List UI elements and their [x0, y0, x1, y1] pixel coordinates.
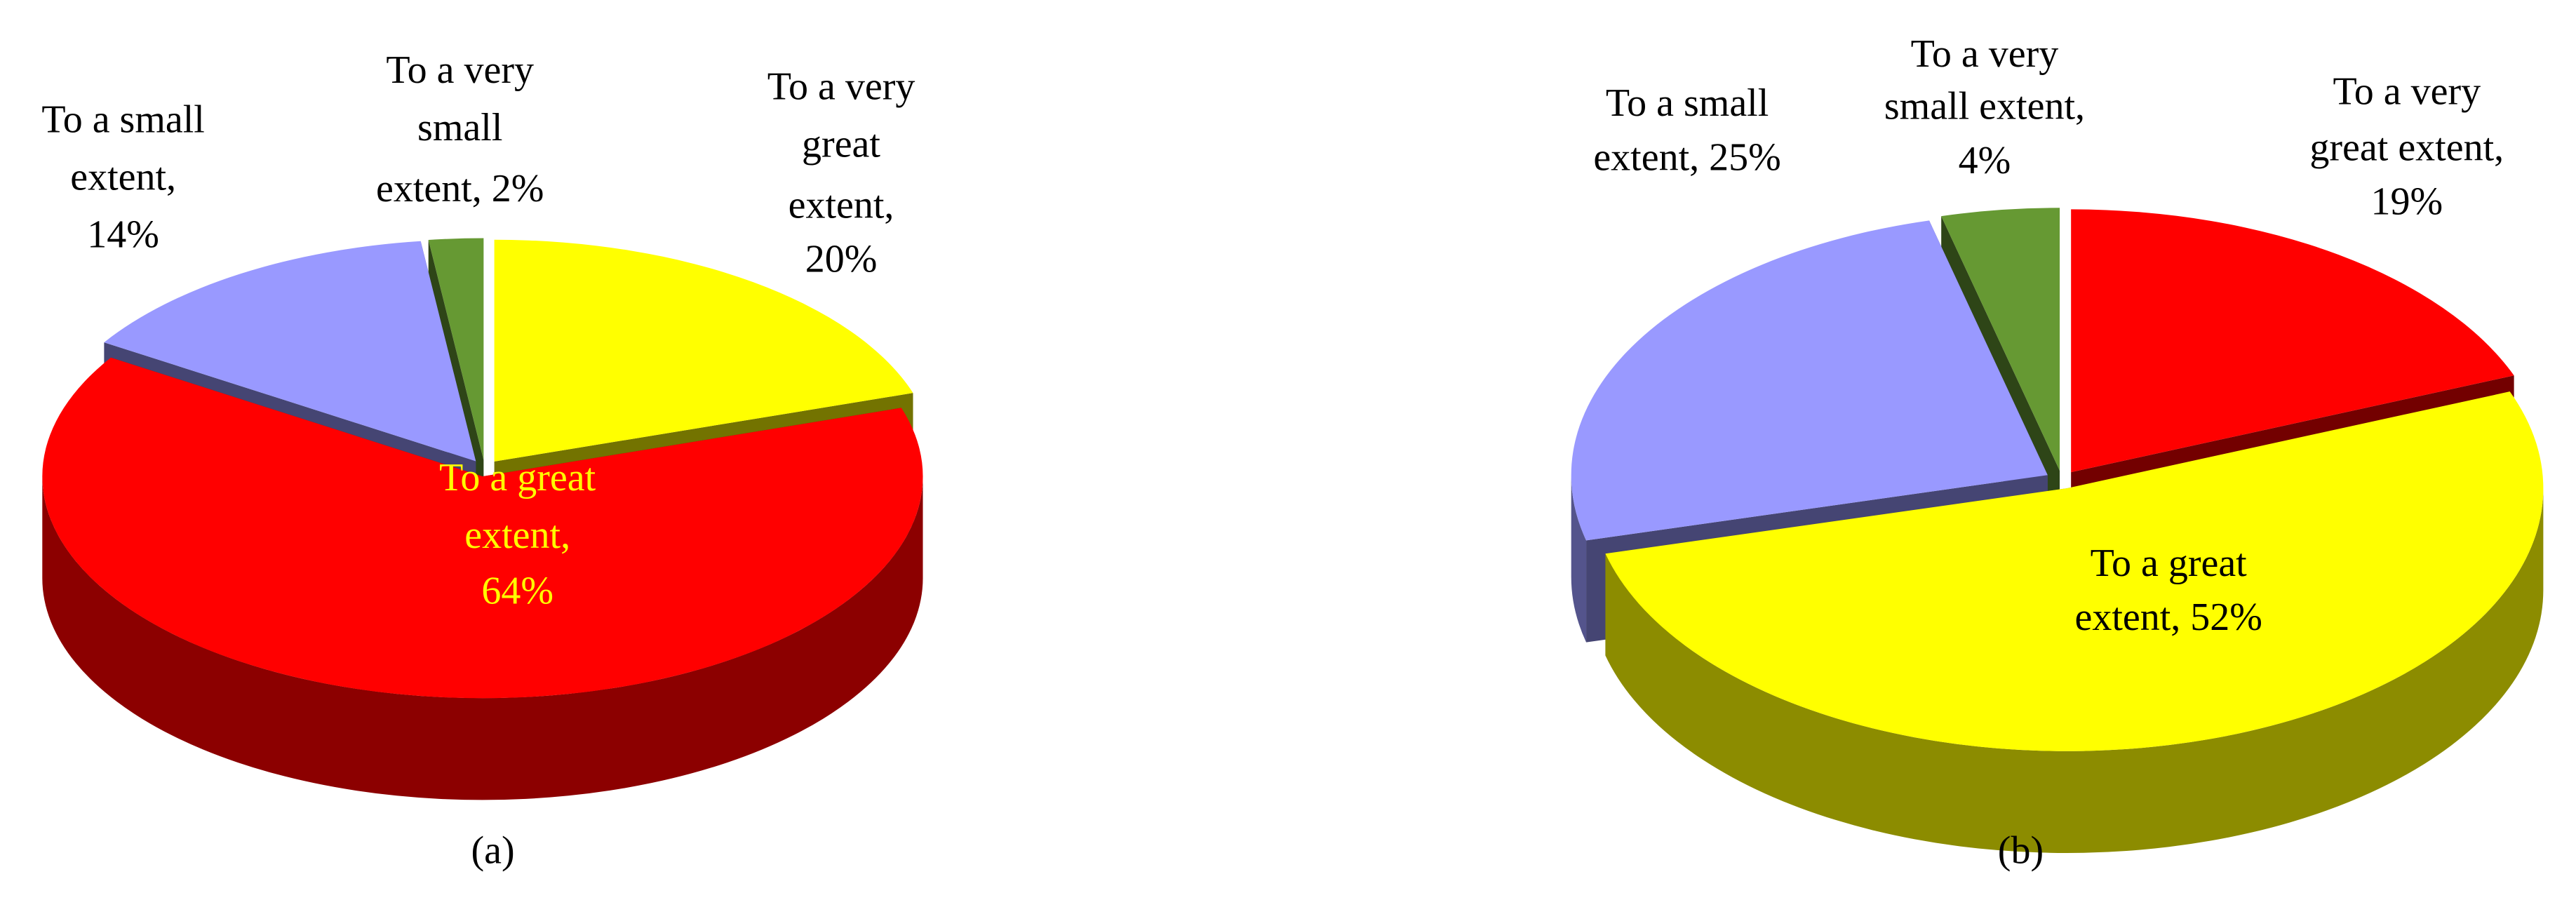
slice-label: great extent, [2309, 126, 2504, 169]
slice-label: extent, [464, 513, 570, 557]
slice-wall [1605, 488, 2544, 853]
slice [2071, 209, 2514, 473]
caption: (a) [471, 829, 514, 873]
slice [494, 239, 913, 462]
pie-tops [1571, 208, 2544, 751]
slice-label: extent, 2% [376, 167, 544, 210]
slice [1571, 220, 2048, 541]
slice-label: small extent, [1884, 85, 2085, 128]
slice-label: To a very [767, 65, 915, 109]
slice [42, 357, 923, 699]
slice-label: 20% [805, 238, 878, 281]
slice-label: 4% [1959, 139, 2011, 182]
slice-label: To a very [2333, 70, 2481, 114]
slice-wall [42, 476, 923, 800]
slice-label: To a great [2091, 542, 2248, 585]
slice-label: To a very [386, 48, 534, 92]
slice-label: 14% [87, 213, 159, 256]
slice-wall [1571, 475, 1587, 643]
slice [104, 241, 476, 462]
slice-label: extent, 25% [1593, 135, 1780, 179]
slice [1605, 391, 2544, 751]
slice-label: 19% [2370, 180, 2443, 224]
slice-label: extent, [70, 155, 176, 199]
slice-label: To a small [1606, 81, 1769, 125]
slice-label: small [417, 106, 502, 149]
slice-label: To a small [41, 98, 204, 141]
slice-label: To a very [1911, 32, 2059, 76]
slice-label: great [802, 123, 880, 166]
slice-label: extent, 52% [2074, 596, 2262, 639]
slice [428, 238, 484, 460]
caption: (b) [1998, 829, 2044, 873]
slice [1941, 208, 2060, 471]
slice-label: extent, [789, 183, 894, 227]
pie-tops [42, 238, 923, 699]
slice-label: To a great [439, 456, 596, 499]
slice-label: 64% [481, 570, 554, 613]
